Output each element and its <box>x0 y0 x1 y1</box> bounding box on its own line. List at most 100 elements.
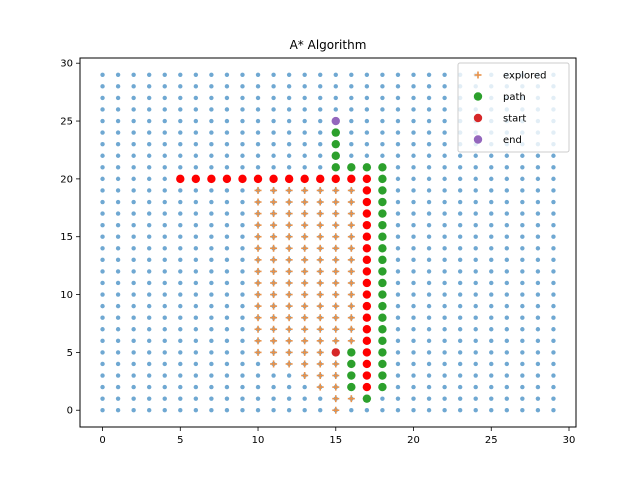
explored-point <box>316 267 324 275</box>
grid-point <box>146 95 152 101</box>
grid-point <box>162 72 167 77</box>
grid-point <box>240 130 245 135</box>
grid-point <box>395 84 401 89</box>
grid-point <box>442 199 447 205</box>
grid-point <box>115 222 121 228</box>
grid-point <box>286 118 292 124</box>
wall-point <box>362 267 372 276</box>
explored-point <box>347 256 355 264</box>
grid-point <box>489 222 494 228</box>
grid-point <box>115 338 121 344</box>
legend-marker-start <box>473 113 483 123</box>
grid-point <box>286 153 292 158</box>
grid-point <box>146 141 152 147</box>
grid-point <box>100 373 105 378</box>
grid-point <box>442 361 447 367</box>
grid-point <box>146 118 152 124</box>
grid-point <box>271 130 276 135</box>
grid-point <box>504 280 510 286</box>
grid-point <box>302 153 307 158</box>
grid-point <box>551 153 556 158</box>
grid-point <box>411 292 416 297</box>
grid-point <box>271 408 276 413</box>
grid-point <box>426 315 432 320</box>
grid-point <box>551 222 556 228</box>
grid-point <box>442 107 447 112</box>
grid-point <box>100 384 105 390</box>
explored-point <box>332 406 340 414</box>
explored-point <box>254 348 262 356</box>
grid-point <box>100 165 105 170</box>
grid-point <box>457 222 463 228</box>
grid-point <box>100 246 105 251</box>
explored-point <box>316 221 324 229</box>
path-point <box>378 232 387 241</box>
path-point <box>347 371 356 380</box>
grid-point <box>442 396 447 401</box>
grid-point <box>489 384 494 390</box>
grid-point <box>162 350 167 355</box>
grid-point <box>193 72 199 77</box>
grid-point <box>240 153 245 158</box>
grid-point <box>504 396 510 401</box>
grid-point <box>411 257 416 263</box>
explored-point <box>347 302 355 310</box>
grid-point <box>209 269 214 274</box>
path-point <box>378 174 387 184</box>
grid-point <box>504 338 510 344</box>
explored-point <box>285 314 293 322</box>
path-point <box>378 163 387 172</box>
grid-point <box>411 280 416 286</box>
grid-point <box>395 338 401 344</box>
path-point <box>378 301 387 311</box>
grid-point <box>395 396 401 401</box>
explored-point <box>332 302 340 310</box>
grid-point <box>504 188 510 193</box>
wall-point <box>362 359 372 369</box>
grid-point <box>240 257 245 263</box>
grid-point <box>395 384 401 390</box>
grid-point <box>193 165 199 170</box>
grid-point <box>100 408 105 413</box>
grid-point <box>457 373 463 378</box>
wall-point <box>362 336 372 346</box>
wall-point <box>362 313 372 322</box>
grid-point <box>364 118 370 124</box>
grid-point <box>380 118 385 124</box>
explored-point <box>347 325 355 333</box>
grid-point <box>473 315 478 320</box>
grid-point <box>193 350 199 355</box>
grid-point <box>146 84 152 89</box>
x-tick-label: 15 <box>329 435 342 446</box>
grid-point <box>271 153 276 158</box>
grid-point <box>473 269 478 274</box>
grid-point <box>473 257 478 263</box>
explored-point <box>332 256 340 264</box>
explored-point <box>270 244 278 252</box>
grid-point <box>411 303 416 309</box>
grid-point <box>100 118 105 124</box>
grid-point <box>457 165 463 170</box>
grid-point <box>535 199 541 205</box>
grid-point <box>209 327 214 332</box>
grid-point <box>131 234 136 239</box>
grid-point <box>146 373 152 378</box>
grid-point <box>162 118 167 124</box>
grid-point <box>426 350 432 355</box>
explored-point <box>301 348 309 356</box>
grid-point <box>271 396 276 401</box>
grid-point <box>551 199 556 205</box>
grid-point <box>473 373 478 378</box>
grid-point <box>240 408 245 413</box>
grid-point <box>457 188 463 193</box>
grid-point <box>489 315 494 320</box>
grid-point <box>131 211 136 216</box>
grid-point <box>504 176 510 182</box>
y-tick-label: 20 <box>60 174 73 185</box>
grid-point <box>115 72 121 77</box>
explored-point <box>301 256 309 264</box>
grid-point <box>209 118 214 124</box>
grid-point <box>146 211 152 216</box>
grid-point <box>193 141 199 147</box>
grid-point <box>504 269 510 274</box>
